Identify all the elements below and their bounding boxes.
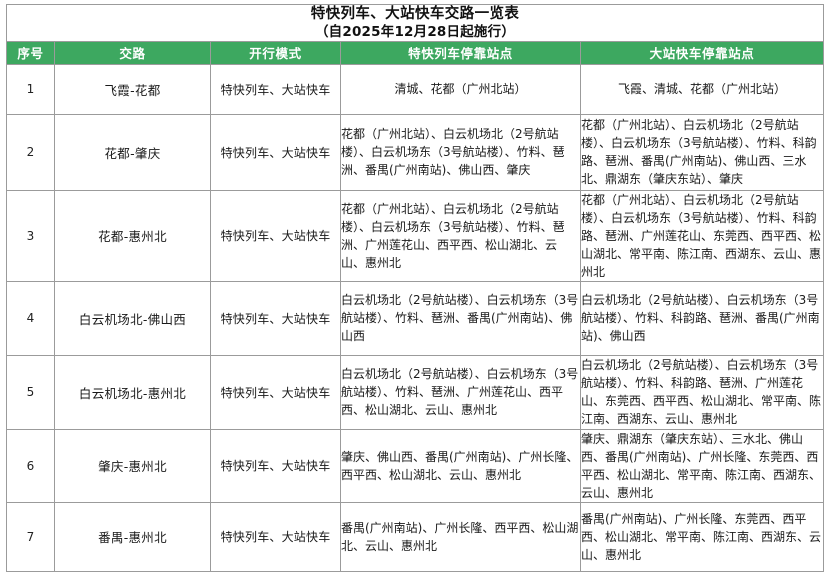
cell-no: 2: [6, 113, 55, 191]
table-row: 4 白云机场北-佛山西 特快列车、大站快车 白云机场北（2号航站楼）、白云机场东…: [6, 280, 824, 356]
cell-route: 花都-肇庆: [54, 113, 211, 191]
column-header-stops-rapid: 大站快车停靠站点: [580, 40, 824, 65]
cell-stops-express: 肇庆、佛山西、番禺(广州南站)、广州长隆、西平西、松山湖北、云山、惠州北: [340, 428, 581, 503]
table-row: 6 肇庆-惠州北 特快列车、大站快车 肇庆、佛山西、番禺(广州南站)、广州长隆、…: [6, 428, 824, 503]
cell-no: 7: [6, 501, 55, 572]
table-row: 7 番禺-惠州北 特快列车、大站快车 番禺(广州南站)、广州长隆、西平西、松山湖…: [6, 501, 824, 572]
cell-no: 1: [6, 63, 55, 115]
cell-mode: 特快列车、大站快车: [210, 113, 341, 191]
cell-mode: 特快列车、大站快车: [210, 354, 341, 430]
cell-stops-rapid: 花都（广州北站）、白云机场北（2号航站楼）、白云机场东（3号航站楼）、竹料、科韵…: [580, 189, 824, 282]
cell-mode: 特快列车、大站快车: [210, 501, 341, 572]
cell-mode: 特快列车、大站快车: [210, 63, 341, 115]
cell-mode: 特快列车、大站快车: [210, 428, 341, 503]
cell-no: 3: [6, 189, 55, 282]
train-schedule-table: 特快列车、大站快车交路一览表 （自2025年12月28日起施行） 序号 交路 开…: [6, 4, 824, 572]
page-title: 特快列车、大站快车交路一览表: [310, 6, 520, 22]
cell-stops-express: 花都（广州北站）、白云机场北（2号航站楼）、白云机场东（3号航站楼）、竹料、琶洲…: [340, 189, 581, 282]
table-title-cell: 特快列车、大站快车交路一览表 （自2025年12月28日起施行）: [6, 4, 824, 42]
table-row: 1 飞霞-花都 特快列车、大站快车 清城、花都（广州北站） 飞霞、清城、花都（广…: [6, 63, 824, 115]
cell-no: 5: [6, 354, 55, 430]
cell-route: 白云机场北-惠州北: [54, 354, 211, 430]
cell-route: 花都-惠州北: [54, 189, 211, 282]
cell-stops-rapid: 肇庆、鼎湖东（肇庆东站）、三水北、佛山西、番禺(广州南站)、广州长隆、东莞西、西…: [580, 428, 824, 503]
cell-route: 肇庆-惠州北: [54, 428, 211, 503]
table-row: 3 花都-惠州北 特快列车、大站快车 花都（广州北站）、白云机场北（2号航站楼）…: [6, 189, 824, 282]
cell-stops-express: 白云机场北（2号航站楼）、白云机场东（3号航站楼）、竹料、琶洲、番禺(广州南站)…: [340, 280, 581, 356]
cell-route: 白云机场北-佛山西: [54, 280, 211, 356]
cell-stops-express: 番禺(广州南站)、广州长隆、西平西、松山湖北、云山、惠州北: [340, 501, 581, 572]
cell-stops-rapid: 白云机场北（2号航站楼）、白云机场东（3号航站楼）、竹料、科韵路、琶洲、番禺(广…: [580, 280, 824, 356]
cell-stops-rapid: 番禺(广州南站)、广州长隆、东莞西、西平西、松山湖北、常平南、陈江南、西湖东、云…: [580, 501, 824, 572]
cell-stops-rapid: 飞霞、清城、花都（广州北站）: [580, 63, 824, 115]
cell-no: 6: [6, 428, 55, 503]
cell-mode: 特快列车、大站快车: [210, 280, 341, 356]
column-header-no: 序号: [6, 40, 55, 65]
cell-stops-express: 花都（广州北站）、白云机场北（2号航站楼）、白云机场东（3号航站楼）、竹料、琶洲…: [340, 113, 581, 191]
table-row: 2 花都-肇庆 特快列车、大站快车 花都（广州北站）、白云机场北（2号航站楼）、…: [6, 113, 824, 191]
column-header-route: 交路: [54, 40, 211, 65]
cell-no: 4: [6, 280, 55, 356]
cell-mode: 特快列车、大站快车: [210, 189, 341, 282]
cell-stops-rapid: 花都（广州北站）、白云机场北（2号航站楼）、白云机场东（3号航站楼）、竹料、科韵…: [580, 113, 824, 191]
table-header-row: 序号 交路 开行模式 特快列车停靠站点 大站快车停靠站点: [6, 40, 824, 65]
page-subtitle: （自2025年12月28日起施行）: [314, 23, 516, 40]
cell-route: 番禺-惠州北: [54, 501, 211, 572]
cell-stops-express: 白云机场北（2号航站楼）、白云机场东（3号航站楼）、竹料、琶洲、广州莲花山、西平…: [340, 354, 581, 430]
column-header-mode: 开行模式: [210, 40, 341, 65]
title-row: 特快列车、大站快车交路一览表 （自2025年12月28日起施行）: [6, 4, 824, 42]
cell-stops-rapid: 白云机场北（2号航站楼）、白云机场东（3号航站楼）、竹料、科韵路、琶洲、广州莲花…: [580, 354, 824, 430]
cell-route: 飞霞-花都: [54, 63, 211, 115]
cell-stops-express: 清城、花都（广州北站）: [340, 63, 581, 115]
table-row: 5 白云机场北-惠州北 特快列车、大站快车 白云机场北（2号航站楼）、白云机场东…: [6, 354, 824, 430]
column-header-stops-express: 特快列车停靠站点: [340, 40, 581, 65]
